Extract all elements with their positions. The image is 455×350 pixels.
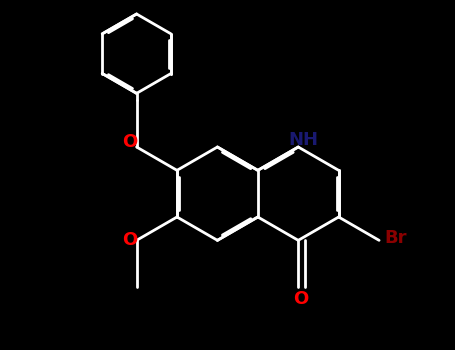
Text: O: O bbox=[293, 290, 308, 308]
Text: O: O bbox=[122, 231, 137, 249]
Text: Br: Br bbox=[384, 229, 407, 247]
Text: O: O bbox=[122, 133, 137, 151]
Text: NH: NH bbox=[288, 131, 318, 149]
